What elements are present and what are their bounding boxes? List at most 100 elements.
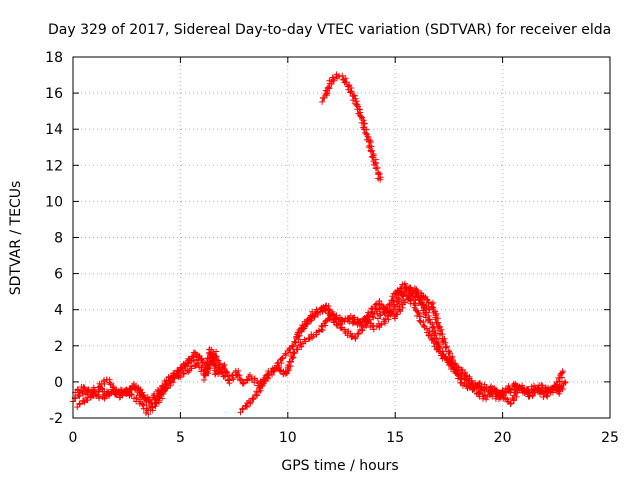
data-point [426, 316, 433, 323]
data-point [249, 396, 256, 403]
data-point [433, 310, 440, 317]
data-point [80, 398, 87, 405]
y-tick-label: 18 [45, 50, 63, 66]
data-point [223, 368, 230, 375]
data-point [309, 308, 316, 315]
data-point [247, 399, 254, 406]
series-track-d [200, 305, 392, 389]
data-point [305, 316, 312, 323]
data-point [330, 76, 337, 83]
data-point [421, 324, 428, 331]
data-point [325, 84, 332, 91]
data-point [448, 362, 455, 369]
data-point [335, 320, 342, 327]
series-track-e [237, 290, 433, 416]
data-point [254, 392, 261, 399]
data-point [75, 387, 82, 394]
data-point [288, 358, 295, 365]
data-point [391, 301, 398, 308]
data-point [459, 382, 466, 389]
data-point [509, 394, 516, 401]
x-axis-label: GPS time / hours [281, 458, 398, 474]
data-point [368, 153, 375, 160]
data-point [507, 387, 514, 394]
data-point [396, 296, 403, 303]
x-tick-label: 5 [176, 430, 185, 446]
data-point [478, 383, 485, 390]
plot-frame [72, 56, 611, 419]
data-point [369, 154, 376, 161]
data-point [506, 385, 513, 392]
series-track-c [74, 348, 228, 410]
data-point [354, 331, 361, 338]
data-point [194, 360, 201, 367]
data-point [375, 315, 382, 322]
data-point [341, 326, 348, 333]
data-point [277, 367, 284, 374]
data-point [538, 382, 545, 389]
data-point [400, 293, 407, 300]
data-point [531, 389, 538, 396]
data-point [243, 376, 250, 383]
data-point [155, 393, 162, 400]
data-point [378, 321, 385, 328]
data-point [445, 350, 452, 357]
y-tick-label: 8 [54, 231, 63, 247]
data-point [376, 312, 383, 319]
data-point [96, 395, 103, 402]
data-point [185, 357, 192, 364]
data-point [489, 385, 496, 392]
data-point [438, 326, 445, 333]
data-point [483, 384, 490, 391]
data-point [475, 390, 482, 397]
data-point [513, 393, 520, 400]
data-point [358, 119, 365, 126]
data-point [544, 393, 551, 400]
data-point [324, 84, 331, 91]
data-point [195, 356, 202, 363]
data-point [443, 343, 450, 350]
data-point [407, 296, 414, 303]
data-point [244, 377, 251, 384]
y-tick-label: 16 [45, 86, 63, 102]
data-point [159, 382, 166, 389]
data-point [119, 391, 126, 398]
data-point [239, 406, 246, 413]
data-point [145, 397, 152, 404]
data-point [151, 394, 158, 401]
data-point [282, 350, 289, 357]
data-point [375, 300, 382, 307]
data-point [393, 311, 400, 318]
data-point [352, 95, 359, 102]
data-point [352, 334, 359, 341]
data-point [210, 363, 217, 370]
data-point [402, 299, 409, 306]
data-point [387, 312, 394, 319]
data-point [119, 392, 126, 399]
ticks: -2 0 2 4 6 8 10 12 14 16 18 0 5 10 15 20 25 [45, 50, 619, 446]
data-point [559, 368, 566, 375]
data-point [178, 364, 185, 371]
data-point [250, 395, 257, 402]
data-point [189, 353, 196, 360]
data-point [386, 301, 393, 308]
data-point [422, 311, 429, 318]
data-point [418, 302, 425, 309]
data-point [357, 319, 364, 326]
data-point [225, 376, 232, 383]
series-track-h [392, 287, 566, 403]
data-point [306, 315, 313, 322]
data-point [416, 317, 423, 324]
data-point [427, 332, 434, 339]
data-point [306, 335, 313, 342]
plot-area [70, 71, 569, 418]
data-point [256, 385, 263, 392]
data-point [188, 365, 195, 372]
data-point [323, 88, 330, 95]
data-point [537, 391, 544, 398]
data-point [417, 313, 424, 320]
data-point [289, 343, 296, 350]
data-point [133, 382, 140, 389]
x-tick-label: 10 [279, 430, 297, 446]
data-point [148, 400, 155, 407]
